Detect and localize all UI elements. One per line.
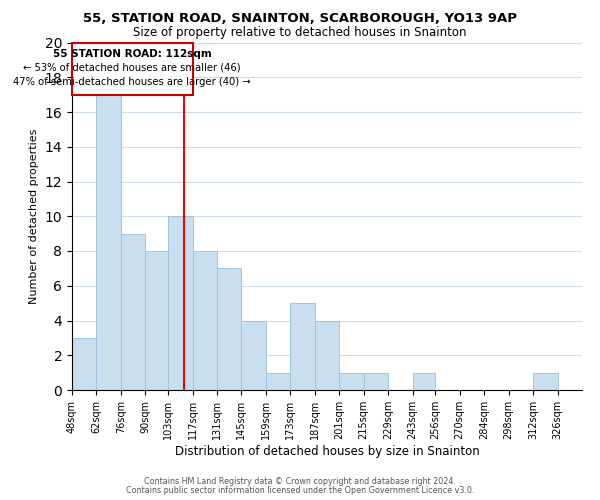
Bar: [413, 372, 435, 390]
Bar: [97, 94, 121, 390]
Bar: [290, 303, 315, 390]
Bar: [266, 372, 290, 390]
Bar: [339, 372, 364, 390]
Text: ← 53% of detached houses are smaller (46): ← 53% of detached houses are smaller (46…: [23, 62, 241, 72]
Bar: [364, 372, 388, 390]
Bar: [241, 320, 266, 390]
Y-axis label: Number of detached properties: Number of detached properties: [29, 128, 39, 304]
Bar: [315, 320, 339, 390]
Text: 47% of semi-detached houses are larger (40) →: 47% of semi-detached houses are larger (…: [13, 76, 251, 86]
Text: 55, STATION ROAD, SNAINTON, SCARBOROUGH, YO13 9AP: 55, STATION ROAD, SNAINTON, SCARBOROUGH,…: [83, 12, 517, 26]
Bar: [145, 251, 168, 390]
Text: Contains public sector information licensed under the Open Government Licence v3: Contains public sector information licen…: [126, 486, 474, 495]
Bar: [193, 251, 217, 390]
Text: 55 STATION ROAD: 112sqm: 55 STATION ROAD: 112sqm: [53, 49, 212, 59]
Bar: [533, 372, 557, 390]
Bar: [72, 42, 193, 94]
X-axis label: Distribution of detached houses by size in Snainton: Distribution of detached houses by size …: [175, 444, 479, 458]
Bar: [72, 338, 97, 390]
Text: Size of property relative to detached houses in Snainton: Size of property relative to detached ho…: [133, 26, 467, 39]
Text: Contains HM Land Registry data © Crown copyright and database right 2024.: Contains HM Land Registry data © Crown c…: [144, 477, 456, 486]
Bar: [168, 216, 193, 390]
Bar: [217, 268, 241, 390]
Bar: [121, 234, 145, 390]
